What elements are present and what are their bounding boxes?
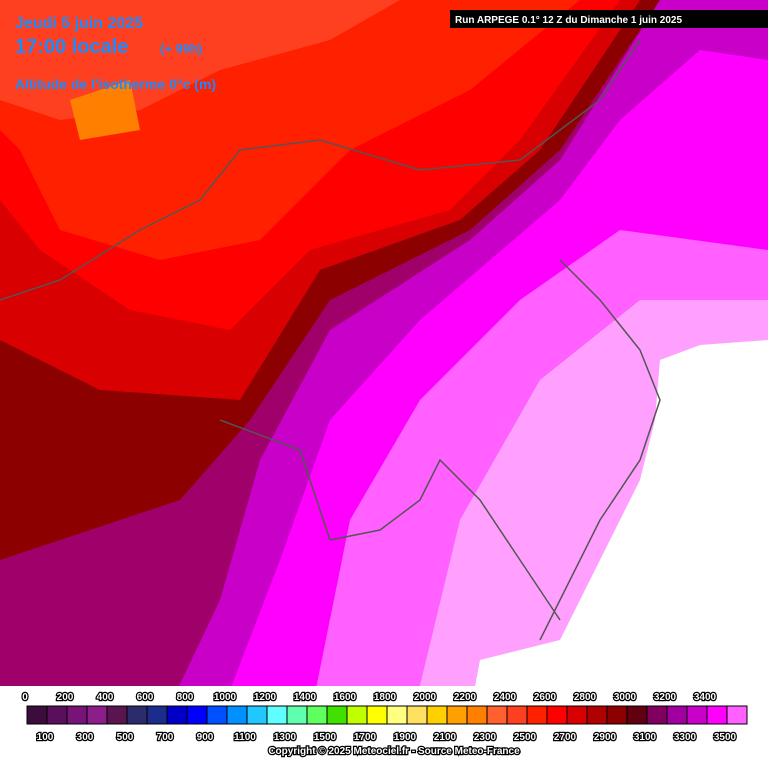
- scale-label: 2100: [434, 732, 457, 743]
- color-scale: 0 100 200 300 400 500 600 700 800 900 1000 1100 1200…: [21, 691, 748, 744]
- scale-label: 700: [157, 732, 174, 743]
- swatch: [406, 705, 428, 725]
- scale-label: 3100: [634, 732, 657, 743]
- scale-label: 100: [37, 732, 54, 743]
- scale-label: 1300: [274, 732, 297, 743]
- swatch: [286, 705, 308, 725]
- run-label: Run ARPEGE 0.1° 12 Z du Dimanche 1 juin …: [455, 15, 682, 26]
- swatch: [686, 705, 708, 725]
- scale-label: 2200: [454, 692, 477, 703]
- swatch: [206, 705, 228, 725]
- legend-panel: [0, 686, 768, 768]
- borders: [0, 39, 661, 641]
- swatch: [26, 705, 48, 725]
- scale-label: 600: [137, 692, 154, 703]
- swatch: [146, 705, 168, 725]
- swatch: [646, 705, 668, 725]
- swatch: [566, 705, 588, 725]
- scale-label: 1800: [374, 692, 397, 703]
- scale-label: 3300: [674, 732, 697, 743]
- scale-label: 1700: [354, 732, 377, 743]
- swatch: [626, 705, 648, 725]
- swatch: [226, 705, 248, 725]
- run-box: [450, 10, 768, 28]
- scale-label: 2700: [554, 732, 577, 743]
- swatch: [486, 705, 508, 725]
- swatch: [546, 705, 568, 725]
- scale-label: 1500: [314, 732, 337, 743]
- scale-label: 400: [97, 692, 114, 703]
- scale-label: 2900: [594, 732, 617, 743]
- swatch: [706, 705, 728, 725]
- scale-label: 1600: [334, 692, 357, 703]
- time-label: 17:00 locale: [15, 36, 128, 58]
- no-data: [460, 340, 768, 768]
- swatch: [666, 705, 688, 725]
- swatch: [326, 705, 348, 725]
- swatch: [306, 705, 328, 725]
- scale-label: 2500: [514, 732, 537, 743]
- scale-label: 200: [57, 692, 74, 703]
- scale-label: 1000: [214, 692, 237, 703]
- scale-label: 2000: [414, 692, 437, 703]
- swatch: [166, 705, 188, 725]
- swatch: [346, 705, 368, 725]
- zone-2200: [70, 80, 140, 140]
- parameter-label: Altitude de l'isotherme 0°c (m): [15, 76, 216, 92]
- swatch: [606, 705, 628, 725]
- swatch: [586, 705, 608, 725]
- swatch: [106, 705, 128, 725]
- swatch: [426, 705, 448, 725]
- scale-label: 1200: [254, 692, 277, 703]
- scale-label: 2400: [494, 692, 517, 703]
- swatch: [266, 705, 288, 725]
- scale-label: 1400: [294, 692, 317, 703]
- scale-label: 2800: [574, 692, 597, 703]
- swatch: [466, 705, 488, 725]
- swatch: [726, 705, 748, 725]
- date-label: Jeudi 5 juin 2025: [15, 15, 143, 32]
- scale-label: 1900: [394, 732, 417, 743]
- scale-label: 900: [197, 732, 214, 743]
- scale-label: 3400: [694, 692, 717, 703]
- scale-label: 3200: [654, 692, 677, 703]
- swatch: [66, 705, 88, 725]
- scale-label: 500: [117, 732, 134, 743]
- scale-label: 3000: [614, 692, 637, 703]
- swatch: [126, 705, 148, 725]
- scale-label: 2300: [474, 732, 497, 743]
- swatch: [46, 705, 68, 725]
- copyright: Copyright © 2025 Meteociel.fr - Source M…: [268, 746, 520, 757]
- swatch: [446, 705, 468, 725]
- swatch: [246, 705, 268, 725]
- swatch: [86, 705, 108, 725]
- scale-label: 0: [22, 692, 28, 703]
- lead-label: (+ 99h): [160, 41, 202, 56]
- scale-label: 1100: [234, 732, 256, 743]
- swatch: [506, 705, 528, 725]
- scale-label: 800: [177, 692, 194, 703]
- swatch: [386, 705, 408, 725]
- swatch: [366, 705, 388, 725]
- scale-label: 2600: [534, 692, 557, 703]
- swatch: [186, 705, 208, 725]
- scale-label: 300: [77, 732, 94, 743]
- scale-label: 3500: [714, 732, 737, 743]
- swatch: [526, 705, 548, 725]
